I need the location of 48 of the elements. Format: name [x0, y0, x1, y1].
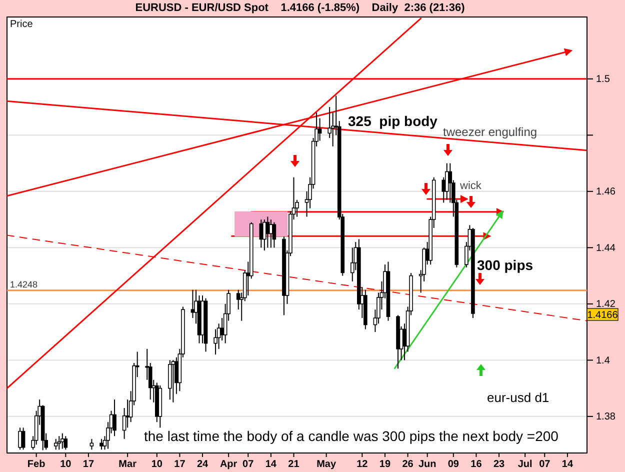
candlestick: [262, 219, 266, 251]
candlestick: [171, 360, 176, 403]
x-tick-label: 21: [288, 459, 300, 470]
x-tick-label: 12: [356, 459, 368, 470]
annotation: tweezer engulfing: [443, 125, 538, 139]
y-tick-label: 1.46: [596, 186, 616, 198]
y-tick-label: 1.44: [596, 242, 616, 254]
x-tick-label: 07: [242, 459, 254, 470]
candlestick: [168, 360, 172, 400]
x-tick-label: 19: [379, 459, 391, 470]
candlestick: [220, 317, 224, 341]
x-tick-label: 10: [60, 459, 72, 470]
y-tick-label: 1.38: [596, 412, 616, 423]
candlestick: [269, 219, 273, 248]
candlestick: [444, 162, 449, 200]
annotation: wick: [459, 180, 482, 192]
x-tick-label: Apr: [220, 459, 238, 470]
y-tick-label: 1.4: [596, 355, 610, 366]
x-tick-label: 10: [151, 459, 163, 470]
candlestick: [190, 289, 195, 318]
text: 1.4166: [587, 310, 618, 321]
x-tick-label: Jul: [518, 459, 533, 470]
x-tick-label: 26: [402, 459, 414, 470]
x-tick-label: 14: [562, 459, 574, 470]
chart-title: EURUSD - EUR/USD Spot 1.4166 (-1.85%) Daily 2:36 (21:36): [135, 2, 466, 14]
x-tick-label: 14: [265, 459, 277, 470]
x-tick-label: 16: [470, 459, 482, 470]
y-axis-title: Price: [10, 19, 34, 30]
x-tick-label: 17: [174, 459, 186, 470]
y-tick-label: 1.42: [596, 299, 616, 310]
candlestick: [272, 222, 276, 248]
annotation: 300 pips: [477, 257, 534, 273]
x-tick-label: Feb: [27, 459, 46, 470]
x-tick-label: Jun: [418, 459, 436, 470]
annotation: 325 pip body: [348, 113, 438, 129]
candlestick: [318, 118, 322, 142]
annotation: eur-usd d1: [487, 390, 550, 405]
x-tick-label: May: [316, 459, 336, 470]
candlestick: [126, 399, 130, 428]
x-tick-label: 17: [82, 459, 94, 470]
y-tick-label: 1.5: [596, 74, 610, 86]
x-tick-label: 09: [448, 459, 460, 470]
annotation: the last time the body of a candle was 300 pips the next body =200: [144, 428, 559, 444]
x-tick-label: 24: [196, 459, 209, 470]
ref-line-label: 1.4248: [10, 279, 38, 290]
x-tick-label: 23: [493, 459, 506, 470]
x-tick-label: Mar: [118, 459, 137, 470]
x-tick-label: 07: [539, 459, 551, 470]
